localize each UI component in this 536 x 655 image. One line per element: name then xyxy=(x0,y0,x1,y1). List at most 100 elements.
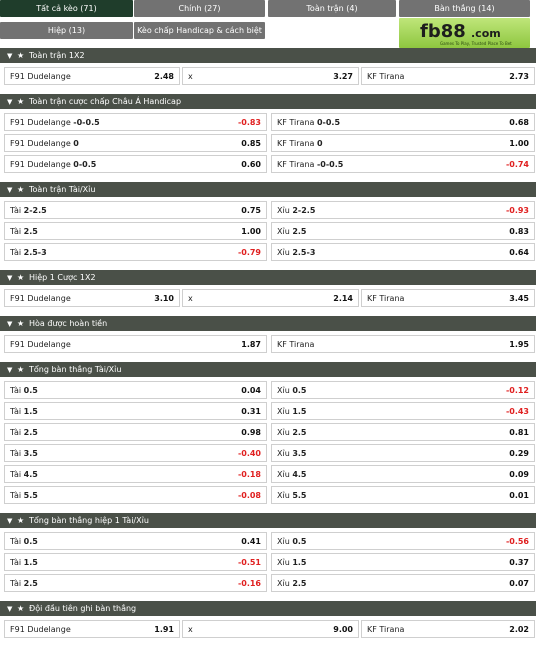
odds-cell[interactable]: F91 Dudelange 2.48 xyxy=(4,67,180,85)
star-icon[interactable]: ★ xyxy=(17,185,25,194)
odds-cell[interactable]: Tài 0.5 0.04 xyxy=(4,381,267,399)
selection-name: Xỉu xyxy=(277,470,290,479)
handicap-line: 2.5 xyxy=(23,227,38,236)
odds-cell[interactable]: Xỉu 2.5-3 0.64 xyxy=(271,243,535,261)
section-header[interactable]: ▼ ★ Hiệp 1 Cược 1X2 xyxy=(0,270,536,285)
collapse-arrow-icon[interactable]: ▼ xyxy=(7,52,13,60)
section-header[interactable]: ▼ ★ Tổng bàn thắng Tài/Xỉu xyxy=(0,362,536,377)
odds-row: Tài 1.5 -0.51 Xỉu 1.5 0.37 xyxy=(4,553,535,571)
collapse-arrow-icon[interactable]: ▼ xyxy=(7,274,13,282)
handicap-line: 2.5 xyxy=(23,579,38,588)
odds-cell[interactable]: Tài 4.5 -0.18 xyxy=(4,465,267,483)
selection-name: Tài xyxy=(10,227,22,236)
odds-cell[interactable]: Tài 2.5 -0.16 xyxy=(4,574,267,592)
handicap-line: 0 xyxy=(316,139,323,148)
odds-cell[interactable]: Xỉu 3.5 0.29 xyxy=(271,444,535,462)
handicap-line: 2.5 xyxy=(292,428,307,437)
odds-cell[interactable]: F91 Dudelange 1.91 xyxy=(4,620,180,638)
section-header[interactable]: ▼ ★ Toàn trận cược chấp Châu Á Handicap xyxy=(0,94,536,109)
odds-cell[interactable]: Tài 0.5 0.41 xyxy=(4,532,267,550)
star-icon[interactable]: ★ xyxy=(17,604,25,613)
collapse-arrow-icon[interactable]: ▼ xyxy=(7,366,13,374)
odds-cell[interactable]: x 9.00 xyxy=(182,620,359,638)
handicap-line: 1.5 xyxy=(292,558,307,567)
fb88-logo[interactable]: fb88 .com Games To Play, Trusted Place T… xyxy=(399,18,530,48)
selection-label: Tài 0.5 xyxy=(10,533,38,550)
collapse-arrow-icon[interactable]: ▼ xyxy=(7,186,13,194)
odds-cell[interactable]: KF Tirana -0-0.5 -0.74 xyxy=(271,155,535,173)
odds-row: Tài 0.5 0.04 Xỉu 0.5 -0.12 xyxy=(4,381,535,399)
odds-cell[interactable]: Tài 5.5 -0.08 xyxy=(4,486,267,504)
odds-cell[interactable]: Tài 1.5 0.31 xyxy=(4,402,267,420)
odds-cell[interactable]: Xỉu 1.5 0.37 xyxy=(271,553,535,571)
selection-name: Xỉu xyxy=(277,428,290,437)
collapse-arrow-icon[interactable]: ▼ xyxy=(7,517,13,525)
collapse-arrow-icon[interactable]: ▼ xyxy=(7,605,13,613)
section-title: Hiệp 1 Cược 1X2 xyxy=(29,273,96,282)
tab-handicap[interactable]: Kèo chấp Handicap & cách biệt (3) xyxy=(134,22,265,52)
handicap-line: 5.5 xyxy=(292,491,307,500)
odds-cell[interactable]: Xỉu 2.5 0.81 xyxy=(271,423,535,441)
star-icon[interactable]: ★ xyxy=(17,516,25,525)
tab-full-time[interactable]: Toàn trận (4) xyxy=(268,0,396,17)
logo-tagline: Games To Play, Trusted Place To Bet xyxy=(440,41,512,46)
odds-cell[interactable]: Tài 2-2.5 0.75 xyxy=(4,201,267,219)
odds-cell[interactable]: Tài 2.5 1.00 xyxy=(4,222,267,240)
odds-cell[interactable]: F91 Dudelange 1.87 xyxy=(4,335,267,353)
odds-cell[interactable]: x 2.14 xyxy=(182,289,359,307)
odds-cell[interactable]: Xỉu 2.5 0.83 xyxy=(271,222,535,240)
odds-cell[interactable]: Tài 1.5 -0.51 xyxy=(4,553,267,571)
selection-label: x xyxy=(188,621,193,638)
collapse-arrow-icon[interactable]: ▼ xyxy=(7,98,13,106)
handicap-line: 2.5 xyxy=(292,579,307,588)
odds-value: 0.41 xyxy=(241,537,261,546)
odds-cell[interactable]: Tài 2.5 0.98 xyxy=(4,423,267,441)
section-header[interactable]: ▼ ★ Đội đầu tiên ghi bàn thắng xyxy=(0,601,536,616)
section-header[interactable]: ▼ ★ Toàn trận 1X2 xyxy=(0,48,536,63)
star-icon[interactable]: ★ xyxy=(17,51,25,60)
tab-goals[interactable]: Bàn thắng (14) xyxy=(399,0,530,17)
section-header[interactable]: ▼ ★ Toàn trận Tài/Xỉu xyxy=(0,182,536,197)
odds-cell[interactable]: KF Tirana 2.02 xyxy=(361,620,535,638)
odds-cell[interactable]: Xỉu 1.5 -0.43 xyxy=(271,402,535,420)
tab-main[interactable]: Chính (27) xyxy=(134,0,265,17)
odds-cell[interactable]: Xỉu 5.5 0.01 xyxy=(271,486,535,504)
star-icon[interactable]: ★ xyxy=(17,365,25,374)
odds-cell[interactable]: Tài 2.5-3 -0.79 xyxy=(4,243,267,261)
market-section: ▼ ★ Toàn trận 1X2 F91 Dudelange 2.48 x 3.27 KF … xyxy=(0,48,536,94)
odds-cell[interactable]: KF Tirana 0 1.00 xyxy=(271,134,535,152)
odds-cell[interactable]: KF Tirana 1.95 xyxy=(271,335,535,353)
odds-cell[interactable]: x 3.27 xyxy=(182,67,359,85)
odds-cell[interactable]: Xỉu 0.5 -0.56 xyxy=(271,532,535,550)
odds-value: -0.74 xyxy=(505,160,529,169)
tab-all-markets[interactable]: Tất cả kèo (71) xyxy=(0,0,133,17)
odds-cell[interactable]: Xỉu 0.5 -0.12 xyxy=(271,381,535,399)
odds-cell[interactable]: Xỉu 2-2.5 -0.93 xyxy=(271,201,535,219)
tab-half[interactable]: Hiệp (13) xyxy=(0,22,133,39)
odds-row: Tài 2.5 1.00 Xỉu 2.5 0.83 xyxy=(4,222,535,240)
odds-row: Tài 1.5 0.31 Xỉu 1.5 -0.43 xyxy=(4,402,535,420)
odds-cell[interactable]: F91 Dudelange -0-0.5 -0.83 xyxy=(4,113,267,131)
odds-cell[interactable]: F91 Dudelange 3.10 xyxy=(4,289,180,307)
odds-value: 0.37 xyxy=(509,558,529,567)
odds-cell[interactable]: Tài 3.5 -0.40 xyxy=(4,444,267,462)
odds-cell[interactable]: F91 Dudelange 0 0.85 xyxy=(4,134,267,152)
star-icon[interactable]: ★ xyxy=(17,319,25,328)
odds-cell[interactable]: Xỉu 4.5 0.09 xyxy=(271,465,535,483)
odds-cell[interactable]: KF Tirana 2.73 xyxy=(361,67,535,85)
odds-cell[interactable]: F91 Dudelange 0-0.5 0.60 xyxy=(4,155,267,173)
section-header[interactable]: ▼ ★ Tổng bàn thắng hiệp 1 Tài/Xỉu xyxy=(0,513,536,528)
star-icon[interactable]: ★ xyxy=(17,97,25,106)
odds-cell[interactable]: Xỉu 2.5 0.07 xyxy=(271,574,535,592)
odds-cell[interactable]: KF Tirana 0-0.5 0.68 xyxy=(271,113,535,131)
selection-name: Xỉu xyxy=(277,206,290,215)
star-icon[interactable]: ★ xyxy=(17,273,25,282)
odds-cell[interactable]: KF Tirana 3.45 xyxy=(361,289,535,307)
collapse-arrow-icon[interactable]: ▼ xyxy=(7,320,13,328)
market-section: ▼ ★ Hòa được hoàn tiền F91 Dudelange 1.87 KF … xyxy=(0,316,536,362)
section-header[interactable]: ▼ ★ Hòa được hoàn tiền xyxy=(0,316,536,331)
odds-value: 0.75 xyxy=(241,206,261,215)
odds-value: -0.56 xyxy=(505,537,529,546)
section-body: F91 Dudelange 1.91 x 9.00 KF Tirana 2.02 xyxy=(0,616,536,647)
selection-name: KF Tirana xyxy=(367,294,405,303)
